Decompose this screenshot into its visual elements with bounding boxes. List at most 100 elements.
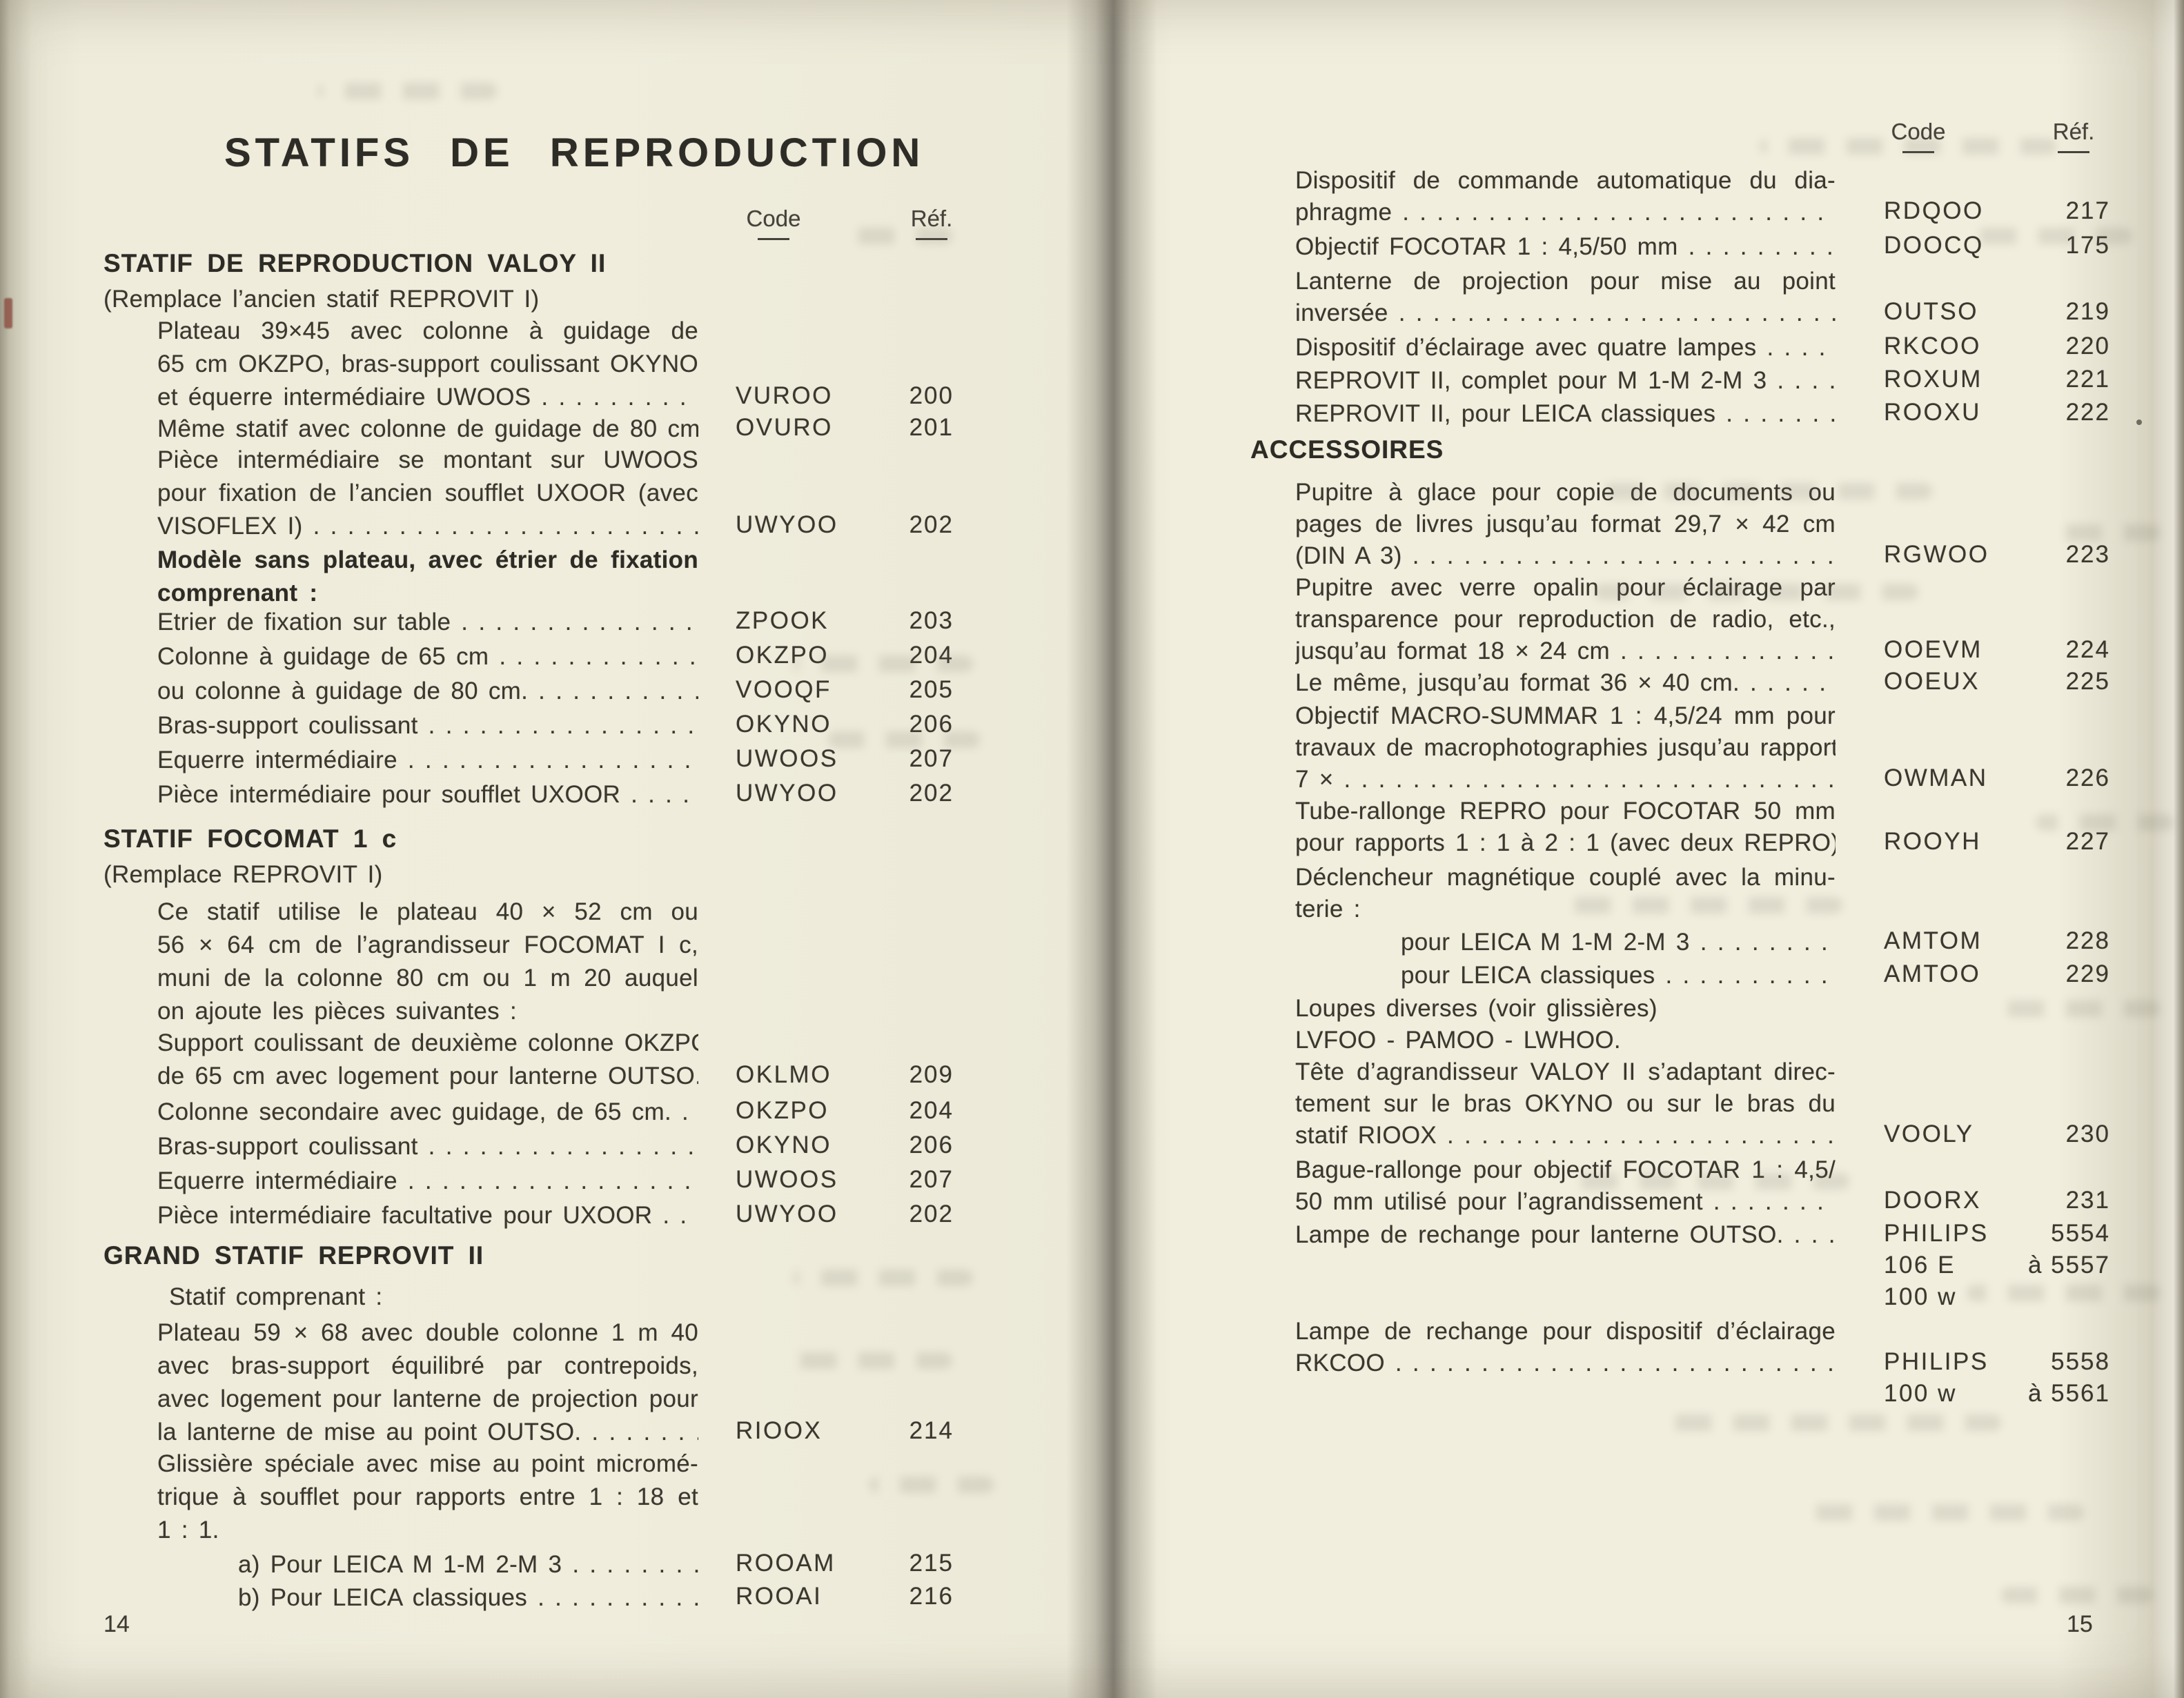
ref-value: 227 <box>2065 828 2110 855</box>
text-line: Dispositif d’éclairage avec quatre lampe… <box>1295 334 1836 361</box>
ref-value: 229 <box>2065 960 2110 987</box>
code-column-label: Code <box>746 206 801 231</box>
text-line: REPROVIT II, complet pour M 1-M 2-M 3 . … <box>1295 367 1836 394</box>
stray-ink-dot <box>2136 419 2142 425</box>
code-value: ROOXU <box>1884 399 1981 426</box>
ref-value: 207 <box>909 745 954 772</box>
text-line: 1 : 1. <box>157 1517 219 1543</box>
text-line: STATIF DE REPRODUCTION VALOY II <box>104 249 607 277</box>
text-line: travaux de macrophotographies jusqu’au r… <box>1295 734 1836 761</box>
code-value: PHILIPS <box>1884 1220 1989 1247</box>
text-line: Bras-support coulissant . . . . . . . . … <box>157 712 698 739</box>
ref-value: 216 <box>909 1583 954 1610</box>
code-column-header-right: Code <box>1880 119 1956 153</box>
page-number-14: 14 <box>104 1611 130 1637</box>
text-line: 56 × 64 cm de l’agrandisseur FOCOMAT I c… <box>157 931 698 958</box>
text-line: 50 mm utilisé pour l’agrandissement . . … <box>1295 1188 1836 1215</box>
ref-value: 228 <box>2065 927 2110 954</box>
ref-column-label: Réf. <box>910 206 953 231</box>
bleed-through-ghost <box>1594 584 1918 600</box>
text-line: Pièce intermédiaire facultative pour UXO… <box>157 1202 687 1229</box>
text-line: pour LEICA M 1-M 2-M 3 . . . . . . . . .… <box>1401 929 1836 956</box>
ref-value: 231 <box>2065 1187 2110 1214</box>
text-line: Ce statif utilise le plateau 40 × 52 cm … <box>157 898 698 925</box>
text-line: Même statif avec colonne de guidage de 8… <box>157 415 698 442</box>
ref-value: 214 <box>909 1417 954 1444</box>
ref-value: 202 <box>909 511 954 538</box>
text-line: Pièce intermédiaire se montant sur UWOOS <box>157 446 698 473</box>
text-line: Plateau 39×45 avec colonne à guidage de <box>157 317 698 344</box>
text-line: jusqu’au format 18 × 24 cm . . . . . . .… <box>1295 638 1836 664</box>
ref-value: 220 <box>2065 333 2110 359</box>
text-line: Modèle sans plateau, avec étrier de fixa… <box>157 546 698 573</box>
page-15: Code Réf. Dispositif de commande automat… <box>1132 0 2184 1698</box>
text-line: 7 × . . . . . . . . . . . . . . . . . . … <box>1295 766 1836 793</box>
bleed-through-ghost <box>1553 897 1842 914</box>
code-value: AMTOO <box>1884 960 1981 987</box>
ref-column-header-left: Réf. <box>897 206 966 240</box>
text-line: Support coulissant de deuxième colonne O… <box>157 1029 698 1056</box>
bleed-through-ghost <box>2036 814 2174 831</box>
text-line: terie : <box>1295 896 1361 922</box>
code-value: ROOYH <box>1884 828 1981 855</box>
code-value: VOOQF <box>736 676 832 703</box>
text-line: de 65 cm avec logement pour lanterne OUT… <box>157 1063 698 1089</box>
text-line: GRAND STATIF REPROVIT II <box>104 1241 484 1270</box>
text-line: VISOFLEX I) . . . . . . . . . . . . . . … <box>157 513 698 540</box>
text-line: RKCOO . . . . . . . . . . . . . . . . . … <box>1295 1350 1836 1376</box>
code-value: RKCOO <box>1884 333 1981 359</box>
text-line: pages de livres jusqu’au format 29,7 × 4… <box>1295 511 1836 537</box>
text-line: Pupitre à glace pour copie de documents … <box>1295 479 1836 506</box>
text-line: Loupes diverses (voir glissières) <box>1295 995 1657 1022</box>
text-line: Equerre intermédiaire . . . . . . . . . … <box>157 1167 698 1194</box>
code-value: ROOAI <box>736 1583 823 1610</box>
text-line: Statif comprenant : <box>169 1283 383 1310</box>
bleed-through-ghost <box>2001 1587 2153 1603</box>
code-value: UWOOS <box>736 745 838 772</box>
text-line: Etrier de fixation sur table . . . . . .… <box>157 609 698 635</box>
ref-value: 222 <box>2065 399 2110 426</box>
code-column-header-left: Code <box>736 206 811 240</box>
text-line: Bague-rallonge pour objectif FOCOTAR 1 :… <box>1295 1156 1836 1183</box>
code-value: OKZPO <box>736 642 829 669</box>
code-value: 106 E <box>1884 1252 1956 1279</box>
code-value: RGWOO <box>1884 541 1989 568</box>
text-line: Déclencheur magnétique couplé avec la mi… <box>1295 864 1836 891</box>
ref-value: 224 <box>2065 636 2110 663</box>
text-line: tement sur le bras OKYNO ou sur le bras … <box>1295 1090 1836 1117</box>
bleed-through-ghost <box>828 731 980 748</box>
code-value: ZPOOK <box>736 607 829 634</box>
text-line: 65 cm OKZPO, bras-support coulissant OKY… <box>157 351 698 377</box>
bleed-through-ghost <box>1587 483 1932 500</box>
ref-value: 225 <box>2065 668 2110 695</box>
text-line: la lanterne de mise au point OUTSO. . . … <box>157 1419 698 1445</box>
code-value: RDQOO <box>1884 197 1984 224</box>
bleed-through-ghost <box>1656 1414 2001 1431</box>
code-value: OKLMO <box>736 1061 832 1088</box>
code-column-label: Code <box>1891 119 1946 144</box>
ref-value: 204 <box>868 642 954 669</box>
page-title: STATIFS DE REPRODUCTION <box>224 130 925 175</box>
text-line: STATIF FOCOMAT 1 c <box>104 825 397 853</box>
code-value: RIOOX <box>736 1417 823 1444</box>
text-line: Equerre intermédiaire . . . . . . . . . … <box>157 747 698 773</box>
ref-value: 215 <box>909 1550 954 1577</box>
code-value: PHILIPS <box>1884 1348 1989 1375</box>
code-value: UWYOO <box>736 1201 838 1227</box>
bleed-through-ghost <box>794 1270 973 1286</box>
bleed-through-ghost <box>2056 524 2160 541</box>
text-line: a) Pour LEICA M 1-M 2-M 3 . . . . . . . … <box>238 1551 698 1578</box>
code-value: VOOLY <box>1884 1121 1974 1147</box>
code-value: OWMAN <box>1884 764 1988 791</box>
text-line: Colonne secondaire avec guidage, de 65 c… <box>157 1098 689 1125</box>
code-value: UWYOO <box>736 511 838 538</box>
code-value: OKYNO <box>736 1132 832 1158</box>
code-value: 100 w <box>1884 1283 1957 1310</box>
code-value: ROOAM <box>736 1550 836 1577</box>
code-value: VUROO <box>736 382 833 409</box>
page-number-15: 15 <box>2067 1611 2093 1637</box>
bleed-through-ghost <box>1573 1173 1849 1189</box>
text-line: Colonne à guidage de 65 cm . . . . . . .… <box>157 643 698 670</box>
bleed-through-ghost <box>794 655 973 672</box>
